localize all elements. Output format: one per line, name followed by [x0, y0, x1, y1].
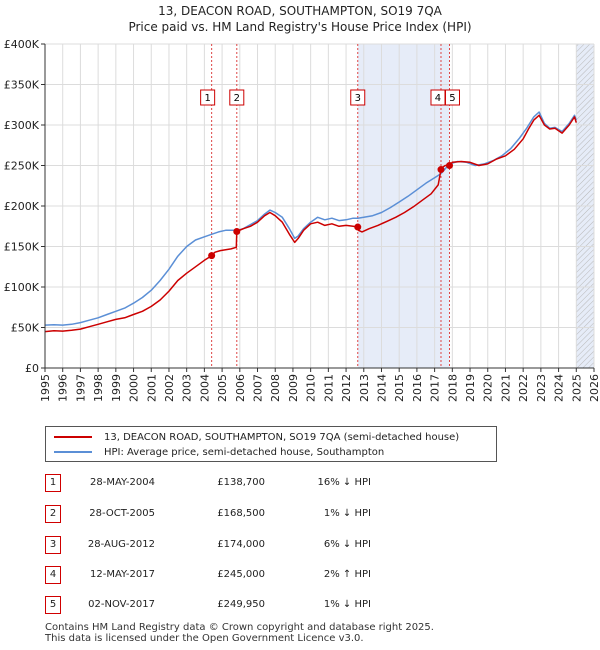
x-tick-label: 2020: [482, 374, 495, 402]
x-tick-label: 1995: [39, 374, 52, 402]
x-tick-label: 2005: [216, 374, 229, 402]
x-tick-label: 2010: [305, 374, 318, 402]
transaction-hpi-diff: 6% ↓ HPI: [323, 539, 371, 550]
transaction-date: 28-AUG-2012: [87, 539, 155, 550]
sale-annotation-label: 5: [449, 93, 455, 104]
x-tick-label: 1999: [110, 374, 123, 402]
transaction-number-badge: 1: [45, 474, 61, 492]
x-tick-label: 2022: [517, 374, 530, 402]
x-tick-label: 2004: [198, 374, 211, 402]
x-tick-label: 2019: [464, 374, 477, 402]
y-tick-label: £250K: [4, 160, 40, 173]
sale-annotation-box: [229, 89, 245, 106]
y-tick-label: £300K: [4, 119, 40, 132]
chart-subtitle: Price paid vs. HM Land Registry's House …: [128, 20, 472, 34]
x-tick-label: 2025: [570, 374, 583, 402]
sale-annotation-box: [430, 89, 446, 106]
sale-annotation-label: 4: [435, 93, 441, 104]
x-tick-label: 2014: [375, 374, 388, 402]
y-tick-label: £200K: [4, 200, 40, 213]
legend-label-property: 13, DEACON ROAD, SOUTHAMPTON, SO19 7QA (…: [104, 431, 460, 443]
x-tick-label: 2011: [322, 374, 335, 402]
x-tick-label: 2006: [234, 374, 247, 402]
sale-annotation-box: [350, 89, 366, 106]
sale-point: [445, 162, 453, 170]
hpi-line: [44, 111, 578, 326]
x-tick-label: 2009: [287, 374, 300, 402]
y-tick-label: £350K: [4, 79, 40, 92]
transaction-price: £249,950: [217, 599, 265, 610]
transaction-date: 12-MAY-2017: [89, 569, 155, 580]
sale-annotation-label: 1: [204, 93, 210, 104]
x-tick-label: 2015: [393, 374, 406, 402]
x-tick-label: 2000: [128, 374, 141, 402]
footer-copyright: Contains HM Land Registry data © Crown c…: [45, 622, 434, 633]
transaction-price: £138,700: [217, 477, 265, 488]
legend-item-hpi: HPI: Average price, semi-detached house,…: [54, 445, 384, 459]
transaction-number-badge: 4: [45, 566, 61, 584]
sale-point: [437, 166, 445, 174]
y-tick-label: £0: [25, 362, 39, 375]
transaction-price: £168,500: [217, 508, 265, 519]
sale-annotation-box: [444, 89, 460, 106]
chart-title: 13, DEACON ROAD, SOUTHAMPTON, SO19 7QA: [158, 4, 442, 18]
sale-annotation-label: 3: [355, 93, 361, 104]
x-tick-label: 2013: [358, 374, 371, 402]
transaction-number-badge: 3: [45, 536, 61, 554]
chart-legend: 13, DEACON ROAD, SOUTHAMPTON, SO19 7QA (…: [45, 426, 497, 462]
transaction-date: 28-MAY-2004: [89, 477, 155, 488]
x-tick-label: 2012: [340, 374, 353, 402]
transaction-number-badge: 5: [45, 596, 61, 614]
sale-annotation-label: 2: [234, 93, 240, 104]
x-tick-label: 2021: [499, 374, 512, 402]
legend-swatch-property: [54, 436, 92, 438]
y-tick-label: £400K: [4, 38, 40, 51]
x-tick-label: 2026: [588, 374, 600, 402]
x-tick-label: 2007: [252, 374, 265, 402]
transaction-date: 28-OCT-2005: [89, 508, 155, 519]
sale-annotation-box: [200, 89, 216, 106]
x-tick-label: 2003: [181, 374, 194, 402]
sale-point: [208, 252, 216, 260]
legend-swatch-hpi: [54, 451, 92, 453]
x-tick-label: 1998: [92, 374, 105, 402]
x-tick-label: 1997: [74, 374, 87, 402]
transaction-date: 02-NOV-2017: [88, 599, 155, 610]
x-tick-label: 2023: [535, 374, 548, 402]
transaction-number-badge: 2: [45, 505, 61, 523]
transaction-price: £174,000: [217, 539, 265, 550]
footer-attribution: Contains HM Land Registry data © Crown c…: [45, 622, 434, 644]
legend-label-hpi: HPI: Average price, semi-detached house,…: [104, 446, 385, 458]
x-tick-label: 2017: [429, 374, 442, 402]
transaction-hpi-diff: 2% ↑ HPI: [323, 569, 371, 580]
y-tick-label: £100K: [4, 281, 40, 294]
transaction-price: £245,000: [217, 569, 265, 580]
x-tick-label: 2024: [553, 374, 566, 402]
transaction-hpi-diff: 1% ↓ HPI: [323, 599, 371, 610]
footer-license: This data is licensed under the Open Gov…: [45, 633, 364, 644]
transaction-hpi-diff: 1% ↓ HPI: [323, 508, 371, 519]
x-tick-label: 2001: [145, 374, 158, 402]
x-tick-label: 2016: [411, 374, 424, 402]
x-tick-label: 2018: [446, 374, 459, 402]
x-tick-label: 2002: [163, 374, 176, 402]
sale-point: [233, 228, 241, 236]
x-tick-label: 1996: [57, 374, 70, 402]
y-tick-label: £50K: [11, 322, 40, 335]
property-price-line: [44, 114, 578, 333]
sale-point: [354, 223, 362, 231]
y-tick-label: £150K: [4, 241, 40, 254]
transaction-hpi-diff: 16% ↓ HPI: [317, 477, 371, 488]
x-tick-label: 2008: [269, 374, 282, 402]
legend-item-property: 13, DEACON ROAD, SOUTHAMPTON, SO19 7QA (…: [54, 430, 459, 444]
